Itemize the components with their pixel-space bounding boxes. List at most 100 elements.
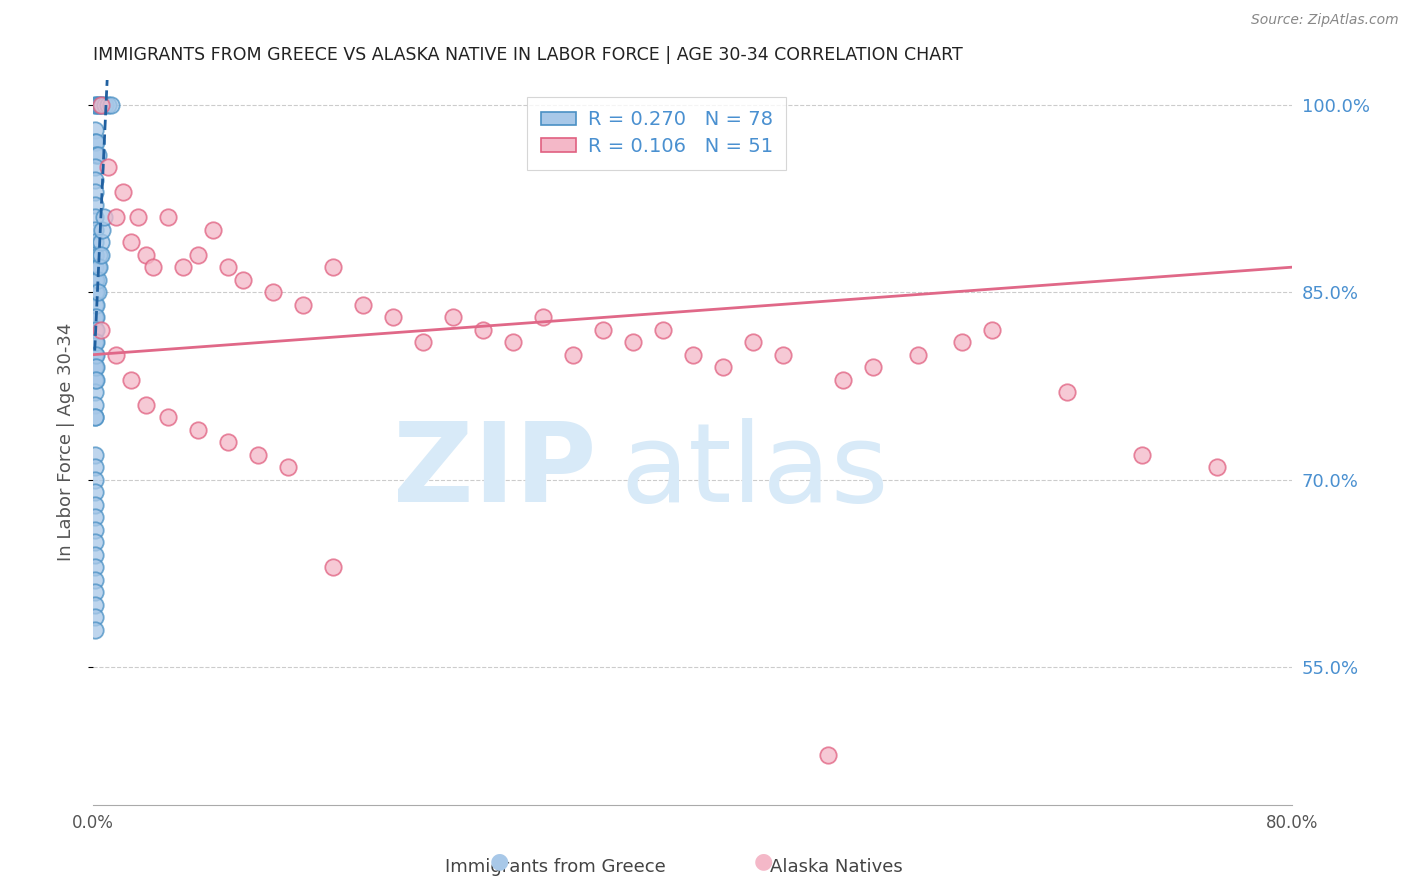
Point (83, 473, 105, 487)
Point (83, 285, 105, 300)
Point (817, 747, 839, 762)
Point (711, 360, 734, 375)
Point (83, 248, 105, 262)
Point (84, 298, 107, 312)
Point (127, 210, 149, 224)
Point (90, 235, 112, 249)
Point (322, 260, 344, 275)
Text: ZIP: ZIP (394, 417, 596, 524)
Point (93, 210, 115, 224)
Point (87, 285, 110, 300)
Point (87, 97, 110, 112)
Point (83, 260, 105, 275)
Point (981, 323, 1004, 337)
Point (83, 348, 105, 362)
Point (83, 373, 105, 387)
Y-axis label: In Labor Force | Age 30-34: In Labor Force | Age 30-34 (58, 323, 75, 561)
Point (741, 335, 763, 350)
Point (90, 97, 112, 112)
Point (120, 373, 142, 387)
Point (83, 298, 105, 312)
Point (83, 323, 105, 337)
Point (83, 222, 105, 236)
Point (441, 310, 464, 325)
Point (94, 97, 117, 112)
Point (502, 335, 524, 350)
Point (83, 535, 105, 549)
Point (202, 222, 225, 236)
Point (621, 335, 644, 350)
Point (83, 97, 105, 112)
Point (104, 210, 127, 224)
Point (83, 135, 105, 149)
Point (135, 398, 157, 412)
Point (187, 423, 209, 437)
Point (651, 323, 673, 337)
Point (91, 222, 114, 236)
Point (83, 410, 105, 425)
Point (217, 260, 239, 275)
Text: atlas: atlas (621, 417, 889, 524)
Point (104, 348, 127, 362)
Point (83, 335, 105, 350)
Point (84, 348, 107, 362)
Point (84, 335, 107, 350)
Point (87, 273, 110, 287)
Point (1130, 448, 1153, 462)
Point (83, 460, 105, 475)
Point (531, 310, 554, 325)
Legend: R = 0.270   N = 78, R = 0.106   N = 51: R = 0.270 N = 78, R = 0.106 N = 51 (527, 96, 786, 169)
Point (83, 273, 105, 287)
Point (157, 210, 180, 224)
Point (90, 248, 112, 262)
Point (682, 348, 704, 362)
Point (83, 160, 105, 174)
Point (83, 172, 105, 186)
Point (352, 298, 374, 312)
Point (90, 97, 112, 112)
Point (84, 147, 107, 161)
Text: Immigrants from Greece: Immigrants from Greece (444, 858, 666, 876)
Point (277, 460, 299, 475)
Point (217, 435, 239, 450)
Point (232, 273, 254, 287)
Point (83, 248, 105, 262)
Point (83, 398, 105, 412)
Point (83, 510, 105, 524)
Point (83, 523, 105, 537)
Point (83, 385, 105, 400)
Point (1056, 385, 1078, 400)
Point (831, 373, 853, 387)
Point (83, 235, 105, 249)
Point (83, 573, 105, 587)
Point (91, 97, 114, 112)
Point (83, 285, 105, 300)
Point (83, 197, 105, 211)
Point (322, 560, 344, 574)
Text: Source: ZipAtlas.com: Source: ZipAtlas.com (1251, 13, 1399, 28)
Text: Alaska Natives: Alaska Natives (770, 858, 903, 876)
Point (83, 122, 105, 136)
Point (84, 310, 107, 325)
Point (862, 360, 884, 375)
Point (83, 373, 105, 387)
Point (83, 585, 105, 599)
Point (97, 97, 120, 112)
Point (83, 623, 105, 637)
Point (87, 147, 110, 161)
Point (83, 498, 105, 512)
Point (89, 97, 111, 112)
Point (83, 210, 105, 224)
Point (381, 310, 404, 325)
Point (89, 260, 111, 275)
Point (83, 310, 105, 325)
Text: IMMIGRANTS FROM GREECE VS ALASKA NATIVE IN LABOR FORCE | AGE 30-34 CORRELATION C: IMMIGRANTS FROM GREECE VS ALASKA NATIVE … (93, 46, 963, 64)
Point (157, 410, 180, 425)
Point (952, 335, 974, 350)
Point (135, 248, 157, 262)
Point (84, 285, 107, 300)
Point (83, 485, 105, 500)
Point (262, 285, 284, 300)
Point (83, 560, 105, 574)
Point (83, 348, 105, 362)
